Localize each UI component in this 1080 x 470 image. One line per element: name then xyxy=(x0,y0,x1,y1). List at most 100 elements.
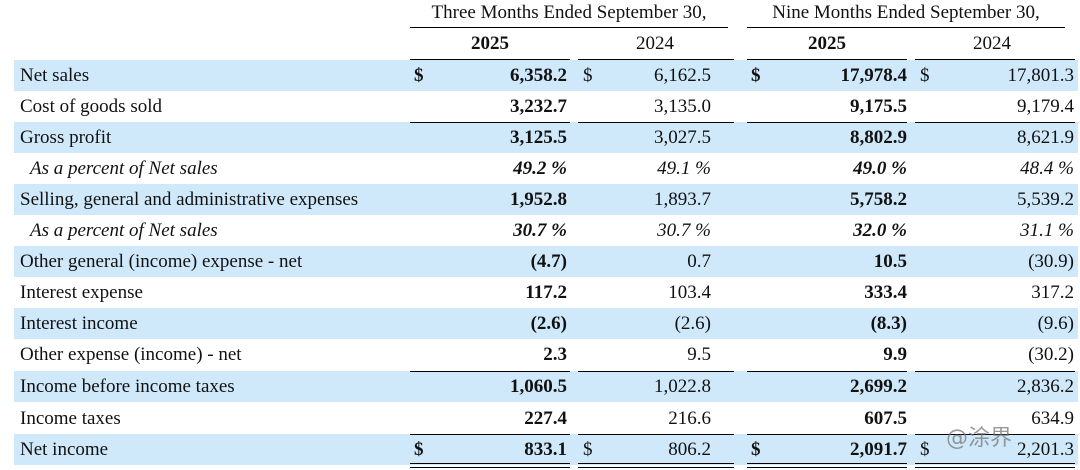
value-cell: 317.2 xyxy=(1031,282,1074,303)
currency-symbol: $ xyxy=(583,65,593,86)
value-cell: 5,539.2 xyxy=(1017,189,1074,210)
value-cell: 48.4 % xyxy=(1020,158,1074,179)
value-cell: (8.3) xyxy=(870,313,907,334)
table-row: Other general (income) expense - net (4.7… xyxy=(14,246,1078,277)
row-label: Cost of goods sold xyxy=(20,96,162,117)
year-header-q-2024: 2024 xyxy=(636,33,674,54)
value-cell: 5,758.2 xyxy=(850,189,907,210)
value-cell: 216.6 xyxy=(668,408,711,429)
value-cell: 0.7 xyxy=(687,251,711,272)
table-row: Cost of goods sold 3,232.7 3,135.0 9,175.5 9… xyxy=(14,91,1078,122)
currency-symbol: $ xyxy=(920,439,930,460)
table-row: Net income $833.1 $806.2 $2,091.7 $2,201.3 xyxy=(14,434,1078,465)
period-underline-three xyxy=(410,27,728,28)
value-cell: 8,621.9 xyxy=(1017,127,1074,148)
value-cell: 1,893.7 xyxy=(654,189,711,210)
value-cell: (30.2) xyxy=(1028,344,1074,365)
value-cell: 49.2 % xyxy=(513,158,567,179)
total-rule xyxy=(578,434,734,435)
currency-symbol: $ xyxy=(920,65,930,86)
subtotal-rule xyxy=(410,371,570,372)
value-cell: (4.7) xyxy=(530,251,567,272)
row-label: Other general (income) expense - net xyxy=(20,251,303,272)
year-underline xyxy=(915,59,1075,60)
table-row: Income taxes 227.4 216.6 607.5 634.9 xyxy=(14,403,1078,434)
row-label: Net income xyxy=(20,439,109,460)
table-row: As a percent of Net sales 49.2 % 49.1 % 49.… xyxy=(14,153,1078,184)
value-cell: 1,952.8 xyxy=(510,189,567,210)
value-cell: 1,022.8 xyxy=(654,376,711,397)
value-cell: (30.9) xyxy=(1028,251,1074,272)
subtotal-rule xyxy=(410,122,570,123)
value-cell: 3,232.7 xyxy=(510,96,567,117)
double-underline xyxy=(410,463,570,468)
value-cell: 3,027.5 xyxy=(654,127,711,148)
value-cell: 2.3 xyxy=(543,344,567,365)
period-header-three-months: Three Months Ended September 30, xyxy=(431,2,707,23)
subtotal-rule xyxy=(915,371,1075,372)
year-underline xyxy=(747,59,907,60)
value-cell: 333.4 xyxy=(864,282,907,303)
row-label: As a percent of Net sales xyxy=(30,220,218,241)
value-cell: 49.1 % xyxy=(657,158,711,179)
currency-symbol: $ xyxy=(414,439,424,460)
value-cell: 634.9 xyxy=(1031,408,1074,429)
subtotal-rule xyxy=(578,371,734,372)
value-cell: 607.5 xyxy=(864,408,907,429)
value-cell: 31.1 % xyxy=(1020,220,1074,241)
year-header-n-2024: 2024 xyxy=(973,33,1011,54)
value-cell: 227.4 xyxy=(524,408,567,429)
subtotal-rule xyxy=(747,371,907,372)
table-row: Net sales $6,358.2 $6,162.5 $17,978.4 $17,80… xyxy=(14,60,1078,91)
row-label: Income before income taxes xyxy=(20,376,235,397)
period-header-nine-months: Nine Months Ended September 30, xyxy=(772,2,1040,23)
currency-symbol: $ xyxy=(414,65,424,86)
total-rule xyxy=(915,434,1075,435)
row-label: Interest expense xyxy=(20,282,143,303)
value-cell: 2,091.7 xyxy=(850,439,907,460)
period-underline-nine xyxy=(747,27,1065,28)
value-cell: 10.5 xyxy=(873,251,907,272)
total-rule xyxy=(747,434,907,435)
value-cell: 2,699.2 xyxy=(850,376,907,397)
row-label: Other expense (income) - net xyxy=(20,344,242,365)
value-cell: 9.5 xyxy=(687,344,711,365)
value-cell: 9.9 xyxy=(883,344,907,365)
double-underline xyxy=(747,463,907,468)
table-row: As a percent of Net sales 30.7 % 30.7 % 32.… xyxy=(14,215,1078,246)
total-rule xyxy=(410,434,570,435)
value-cell: 2,201.3 xyxy=(1017,439,1074,460)
table-row: Selling, general and administrative expe… xyxy=(14,184,1078,215)
value-cell: 6,162.5 xyxy=(654,65,711,86)
currency-symbol: $ xyxy=(583,439,593,460)
value-cell: 17,801.3 xyxy=(1007,65,1075,86)
row-label: Selling, general and administrative expe… xyxy=(20,189,359,210)
value-cell: 117.2 xyxy=(525,282,567,303)
row-label: Interest income xyxy=(20,313,138,334)
value-cell: 3,125.5 xyxy=(510,127,567,148)
value-cell: 806.2 xyxy=(668,439,711,460)
row-label: As a percent of Net sales xyxy=(30,158,218,179)
value-cell: 32.0 % xyxy=(853,220,907,241)
value-cell: 103.4 xyxy=(668,282,711,303)
row-label: Net sales xyxy=(20,65,90,86)
row-label: Income taxes xyxy=(20,408,121,429)
currency-symbol: $ xyxy=(751,439,761,460)
value-cell: (2.6) xyxy=(530,313,567,334)
value-cell: 2,836.2 xyxy=(1017,376,1074,397)
year-underline xyxy=(578,59,734,60)
year-header-q-2025: 2025 xyxy=(471,33,509,54)
subtotal-rule xyxy=(915,122,1075,123)
value-cell: (2.6) xyxy=(674,313,711,334)
table-row: Income before income taxes 1,060.5 1,022.8… xyxy=(14,371,1078,402)
double-underline xyxy=(578,463,734,468)
table-row: Interest expense 117.2 103.4 333.4 317.2 xyxy=(14,277,1078,308)
table-row: Other expense (income) - net 2.3 9.5 9.9 (30… xyxy=(14,339,1078,370)
year-header-n-2025: 2025 xyxy=(808,33,846,54)
subtotal-rule xyxy=(747,122,907,123)
year-underline xyxy=(410,59,570,60)
row-label: Gross profit xyxy=(20,127,112,148)
value-cell: 9,175.5 xyxy=(850,96,907,117)
currency-symbol: $ xyxy=(751,65,761,86)
